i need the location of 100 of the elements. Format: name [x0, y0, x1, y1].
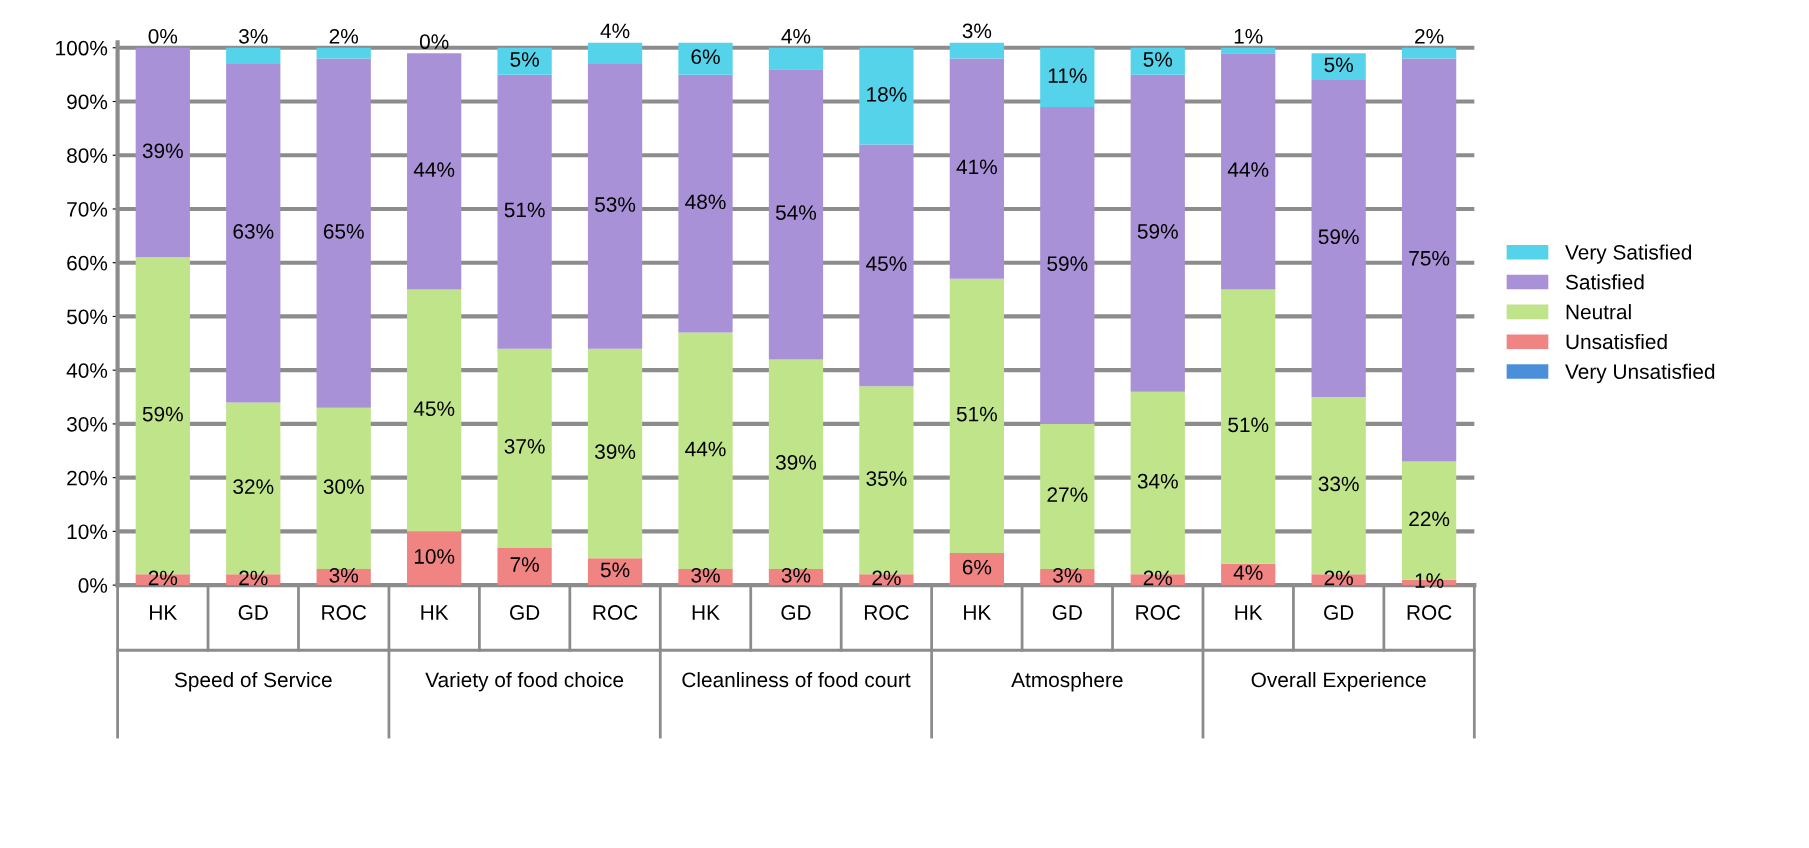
- data-label: 5%: [1324, 57, 1353, 73]
- bar: [135, 47, 190, 258]
- bar: [497, 348, 552, 548]
- data-label: 1%: [1415, 573, 1444, 588]
- bar: [949, 278, 1004, 553]
- data-label: 5%: [1143, 52, 1173, 67]
- y-tick-label: 90%: [67, 94, 108, 110]
- legend-label: Very Satisfied: [1565, 244, 1692, 264]
- bar: [949, 42, 1004, 59]
- data-label: 2%: [1143, 570, 1173, 586]
- bar: [316, 407, 371, 569]
- bar: [678, 332, 733, 569]
- text: Cleanliness of food court: [682, 671, 911, 688]
- y-tick-label: 80%: [67, 148, 108, 163]
- bar: [859, 144, 914, 387]
- x-tick-label: GD: [1324, 605, 1354, 620]
- bar: [768, 47, 824, 70]
- data-label: 3%: [781, 567, 811, 583]
- y-tick-label: 100%: [56, 40, 108, 56]
- bar: [1311, 53, 1366, 81]
- data-label: 30%: [323, 479, 364, 494]
- bar: [587, 348, 643, 559]
- y-tick-label: 60%: [67, 255, 108, 271]
- data-label: 51%: [504, 202, 545, 218]
- data-label: 44%: [1227, 162, 1269, 177]
- y-tick-label: 10%: [67, 524, 108, 540]
- data-label: 59%: [1047, 256, 1088, 271]
- bar: [1130, 74, 1185, 392]
- legend-label: Neutral: [1566, 304, 1631, 320]
- data-label: 6%: [691, 49, 720, 65]
- bar: [497, 547, 552, 586]
- data-label: 2%: [872, 570, 901, 586]
- data-label: 3%: [239, 28, 268, 44]
- data-label: 10%: [414, 549, 455, 564]
- text: Speed of Service: [174, 671, 332, 692]
- x-tick-label: HK: [1235, 605, 1263, 620]
- y-tick-label: 20%: [67, 470, 108, 486]
- data-label: 22%: [1409, 511, 1450, 527]
- data-label: 3%: [1053, 567, 1082, 583]
- bar: [226, 63, 281, 403]
- data-label: 2%: [1324, 570, 1353, 586]
- bar: [226, 47, 281, 64]
- x-tick-label: ROC: [593, 605, 638, 620]
- x-tick-label: HK: [692, 605, 720, 620]
- data-label: 3%: [962, 23, 992, 39]
- bar: [497, 74, 552, 349]
- bar: [1221, 289, 1276, 564]
- data-label: 5%: [510, 52, 539, 67]
- bar: [1130, 47, 1185, 75]
- bar: [497, 47, 552, 75]
- bar: [1401, 47, 1457, 59]
- bar: [949, 58, 1004, 279]
- legend-label: Satisfied: [1565, 274, 1644, 290]
- data-label: 51%: [1228, 417, 1269, 433]
- data-label: 51%: [956, 406, 997, 422]
- x-tick-label: GD: [1052, 605, 1082, 620]
- data-label: 4%: [1233, 565, 1263, 580]
- data-label: 39%: [775, 455, 817, 470]
- data-label: 3%: [691, 567, 720, 583]
- bar: [768, 69, 824, 360]
- data-label: 1%: [1234, 28, 1263, 44]
- data-label: 37%: [504, 438, 545, 454]
- data-label: 39%: [142, 143, 183, 159]
- data-label: 0%: [148, 28, 178, 44]
- data-label: 3%: [329, 567, 359, 583]
- x-tick-label: HK: [421, 605, 449, 620]
- bar: [1221, 53, 1276, 290]
- text: Atmosphere: [1011, 671, 1123, 692]
- data-label: 63%: [233, 224, 274, 239]
- x-tick-label: ROC: [1407, 605, 1452, 620]
- data-label: 44%: [413, 162, 455, 177]
- data-label: 45%: [413, 401, 455, 417]
- data-label: 0%: [419, 34, 449, 50]
- data-label: 44%: [685, 441, 726, 457]
- y-tick-label: 30%: [66, 416, 108, 432]
- data-label: 65%: [323, 224, 364, 239]
- bar: [1040, 423, 1095, 569]
- x-tick-label: GD: [510, 605, 540, 620]
- data-label: 34%: [1137, 473, 1178, 489]
- x-tick-label: GD: [238, 605, 268, 620]
- data-label: 18%: [867, 86, 907, 102]
- bar: [407, 531, 462, 586]
- bar: [1401, 58, 1457, 462]
- bar: [678, 42, 733, 75]
- text: Variety of food choice: [425, 671, 624, 692]
- bar: [1040, 47, 1095, 107]
- legend-label: Very Unsatisfied: [1565, 363, 1715, 384]
- data-label: 53%: [595, 197, 636, 212]
- x-tick-label: HK: [150, 605, 178, 620]
- y-tick-label: 0%: [78, 578, 108, 593]
- data-label: 48%: [685, 194, 726, 210]
- data-label: 45%: [866, 256, 907, 271]
- x-tick-label: ROC: [322, 605, 367, 620]
- data-label: 27%: [1047, 487, 1088, 502]
- bar: [587, 42, 643, 64]
- data-label: 2%: [1415, 28, 1444, 44]
- y-tick-label: 70%: [67, 201, 108, 217]
- data-label: 39%: [595, 444, 636, 460]
- bar: [587, 558, 643, 586]
- bar: [1221, 47, 1276, 54]
